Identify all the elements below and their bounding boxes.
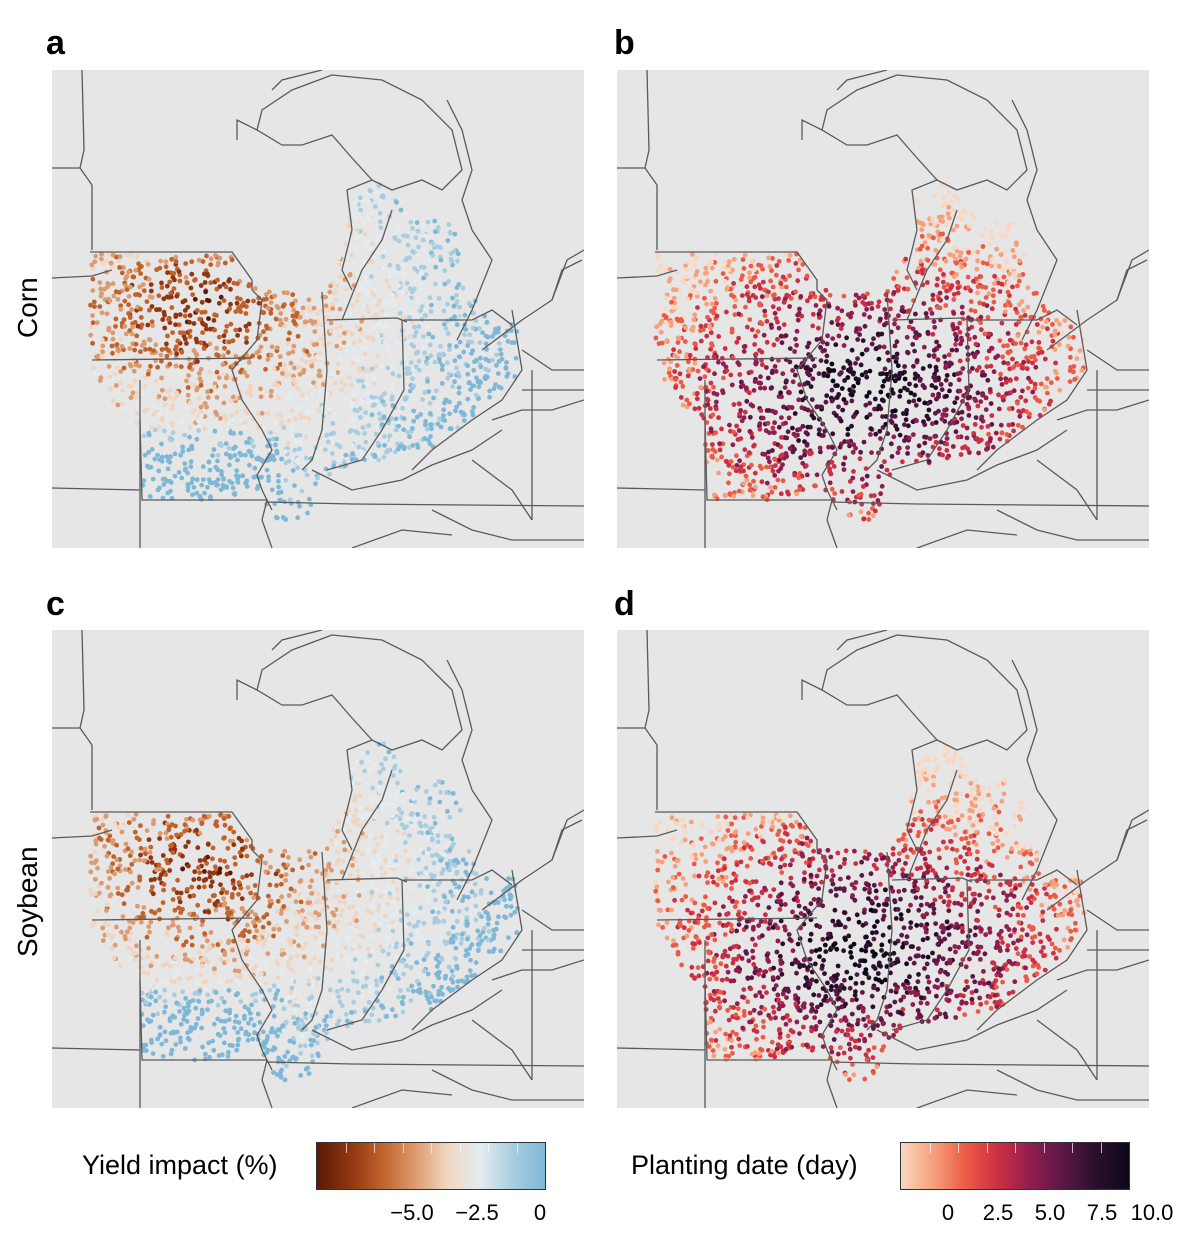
colorbar-tick-mark <box>431 1143 432 1153</box>
colorbar-tick-mark <box>986 1143 988 1153</box>
map-c-svg <box>52 630 584 1108</box>
colorbar-tick-mark <box>516 1143 518 1153</box>
map-a-corn-yield <box>52 70 584 548</box>
map-d-svg <box>617 630 1149 1108</box>
state-borders <box>52 70 584 548</box>
legend-yield-colorbar <box>316 1142 546 1190</box>
cropland-points <box>88 741 520 1083</box>
legend-yield-tick: −5.0 <box>390 1200 434 1225</box>
legend-yield-tick: 0 <box>533 1200 547 1225</box>
map-b-corn-planting <box>617 70 1149 548</box>
legend-yield-tick: −2.5 <box>455 1200 499 1225</box>
colorbar-tick-mark <box>459 1143 461 1153</box>
colorbar-tick-mark <box>929 1143 931 1153</box>
legend-yield-title: Yield impact (%) <box>82 1150 278 1180</box>
colorbar-tick-mark <box>402 1143 404 1153</box>
state-borders <box>52 630 584 1108</box>
state-borders <box>617 70 1149 548</box>
map-c-soybean-yield <box>52 630 584 1108</box>
row-label-soybean: Soybean <box>12 846 43 957</box>
cropland-points <box>653 182 1086 522</box>
legend-planting-tick: 10.0 <box>1130 1200 1174 1225</box>
legend-planting-title: Planting date (day) <box>631 1150 858 1180</box>
row-label-corn: Corn <box>12 277 43 338</box>
legend-planting-tick: 5.0 <box>1034 1200 1066 1225</box>
map-b-svg <box>617 70 1149 548</box>
map-d-soybean-planting <box>617 630 1149 1108</box>
colorbar-tick-mark <box>488 1143 489 1153</box>
colorbar-tick-mark <box>345 1143 347 1153</box>
colorbar-tick-mark <box>958 1143 959 1153</box>
state-borders <box>617 630 1149 1108</box>
cropland-points <box>653 745 1087 1083</box>
legend-planting-tick: 7.5 <box>1086 1200 1118 1225</box>
legend-planting-tick: 2.5 <box>982 1200 1014 1225</box>
colorbar-tick-mark <box>1072 1143 1073 1153</box>
legend-planting-tick: 0 <box>941 1200 955 1225</box>
panel-letter-a: a <box>46 24 65 62</box>
legend-planting-colorbar <box>900 1142 1130 1190</box>
colorbar-tick-mark <box>1015 1143 1016 1153</box>
panel-letter-d: d <box>614 585 635 623</box>
map-a-svg <box>52 70 584 548</box>
colorbar-tick-mark <box>374 1143 375 1153</box>
colorbar-tick-mark <box>1043 1143 1045 1153</box>
panel-letter-c: c <box>46 585 65 623</box>
panel-letter-b: b <box>614 24 635 62</box>
cropland-points <box>88 182 520 522</box>
colorbar-tick-mark <box>1100 1143 1102 1153</box>
